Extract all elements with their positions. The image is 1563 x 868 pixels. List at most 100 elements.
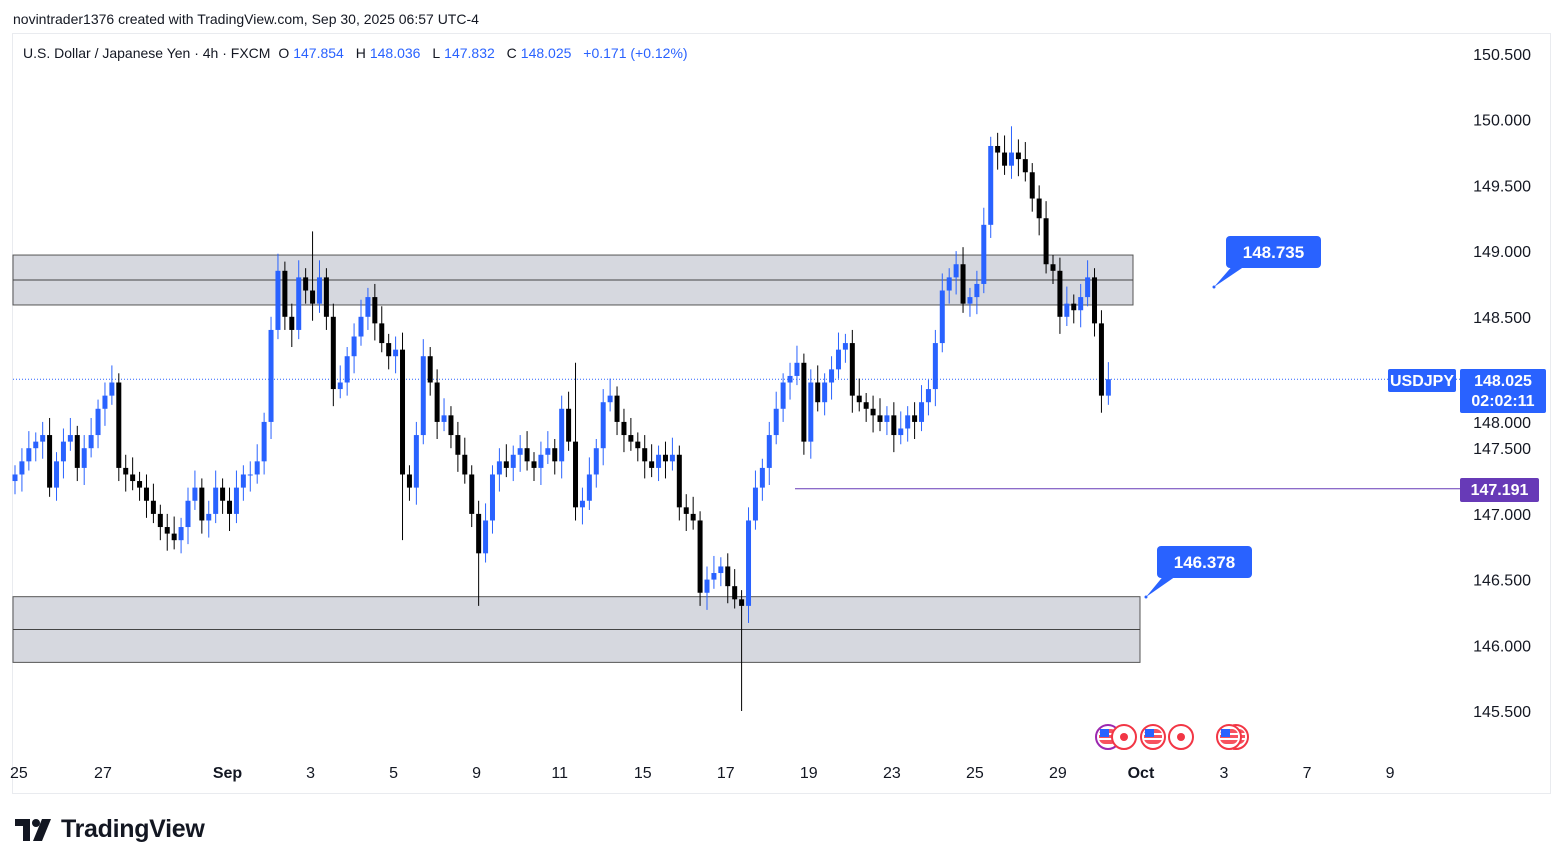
candle (489, 465, 495, 534)
flag-stripe (1220, 738, 1238, 740)
price-callout-upper-text: 148.735 (1243, 243, 1304, 262)
symbol-name[interactable]: U.S. Dollar / Japanese Yen · 4h · FXCM (23, 45, 271, 61)
symbol-tag-text: USDJPY (1390, 373, 1454, 390)
candle-body (856, 395, 862, 403)
price-axis-tick: 150.000 (1473, 113, 1531, 130)
tradingview-logo[interactable]: TradingView (15, 815, 205, 844)
candle (496, 448, 502, 492)
candle-body (829, 369, 835, 383)
candle-body (711, 573, 717, 580)
candle-body (621, 421, 627, 436)
candle-body (351, 336, 357, 357)
candle-body (296, 277, 302, 330)
candle-body (344, 356, 350, 383)
candle (905, 406, 911, 442)
candle (143, 474, 149, 518)
candle-body (600, 402, 606, 449)
candle (988, 136, 994, 238)
candle-body (1105, 379, 1111, 396)
candle-body (794, 362, 800, 376)
candle-body (95, 408, 101, 436)
candle (1064, 286, 1070, 326)
flag-stripe (1144, 738, 1162, 740)
candle-body (462, 454, 468, 475)
candle (559, 395, 565, 479)
candle (67, 417, 73, 451)
candle-body (759, 467, 765, 488)
candle (393, 336, 399, 374)
candle (157, 504, 163, 541)
symbol-tag: USDJPY (1388, 369, 1456, 392)
candle-body (310, 290, 316, 304)
symbol-tag-bg (1388, 369, 1456, 392)
candle-body (884, 415, 890, 422)
price-axis-tick: 147.000 (1473, 507, 1531, 524)
candle-body (669, 454, 675, 462)
candle-body (434, 382, 440, 422)
candle-body (1064, 303, 1070, 317)
candle-body (206, 513, 212, 521)
price-axis-tick: 146.500 (1473, 573, 1531, 590)
candle-body (489, 474, 495, 521)
tradingview-logo-icon (15, 818, 51, 841)
time-axis-tick: 9 (1386, 765, 1395, 782)
candle (192, 470, 198, 510)
close-value: 148.025 (520, 45, 572, 61)
candle-body (12, 474, 18, 482)
candle (268, 316, 274, 440)
candle (386, 333, 392, 370)
candle-body (780, 382, 786, 409)
candle-body (891, 415, 897, 436)
candle (815, 365, 821, 412)
candle-body (233, 487, 239, 514)
candle-body (981, 224, 987, 284)
price-callout-lower-pointer (1146, 574, 1179, 597)
candle-body (157, 513, 163, 528)
candle (635, 432, 641, 462)
candle-body (275, 270, 281, 330)
candle (849, 329, 855, 413)
candle-body (898, 428, 904, 436)
candle-body (74, 435, 80, 468)
candle-body (545, 448, 551, 455)
candle-body (732, 586, 738, 600)
candle (538, 441, 544, 485)
candle (379, 306, 385, 353)
candle-body (586, 474, 592, 501)
candle (718, 557, 724, 587)
candle (116, 373, 122, 482)
candle-body (628, 435, 634, 442)
economic-event-us-flag-icon (1216, 724, 1242, 750)
candle-body (656, 454, 662, 468)
time-axis-tick: 3 (306, 765, 315, 782)
candle (725, 553, 731, 604)
candle-body (26, 448, 32, 462)
candle (406, 465, 412, 501)
candle (787, 362, 793, 400)
candle-body (372, 297, 378, 324)
candle (19, 448, 25, 492)
candle-body (123, 467, 129, 475)
candle (54, 452, 60, 501)
candle (517, 435, 523, 472)
candle (967, 287, 973, 317)
candle (240, 465, 246, 501)
candle (503, 444, 509, 478)
candle (759, 458, 765, 501)
candle (877, 398, 883, 432)
time-axis-tick: 23 (883, 765, 901, 782)
time-axis-tick: 7 (1303, 765, 1312, 782)
candle (1050, 255, 1056, 284)
candle (1092, 268, 1098, 337)
candle (669, 437, 675, 471)
candle (81, 435, 87, 485)
candle-body (282, 270, 288, 317)
last-price-tag: 148.025 02:02:11 (1460, 369, 1546, 413)
candle (1057, 257, 1063, 334)
candle-body (849, 343, 855, 396)
price-axis-tick: 147.500 (1473, 441, 1531, 458)
candle (26, 431, 32, 471)
candle (946, 268, 952, 304)
time-axis-tick: 25 (10, 765, 28, 782)
